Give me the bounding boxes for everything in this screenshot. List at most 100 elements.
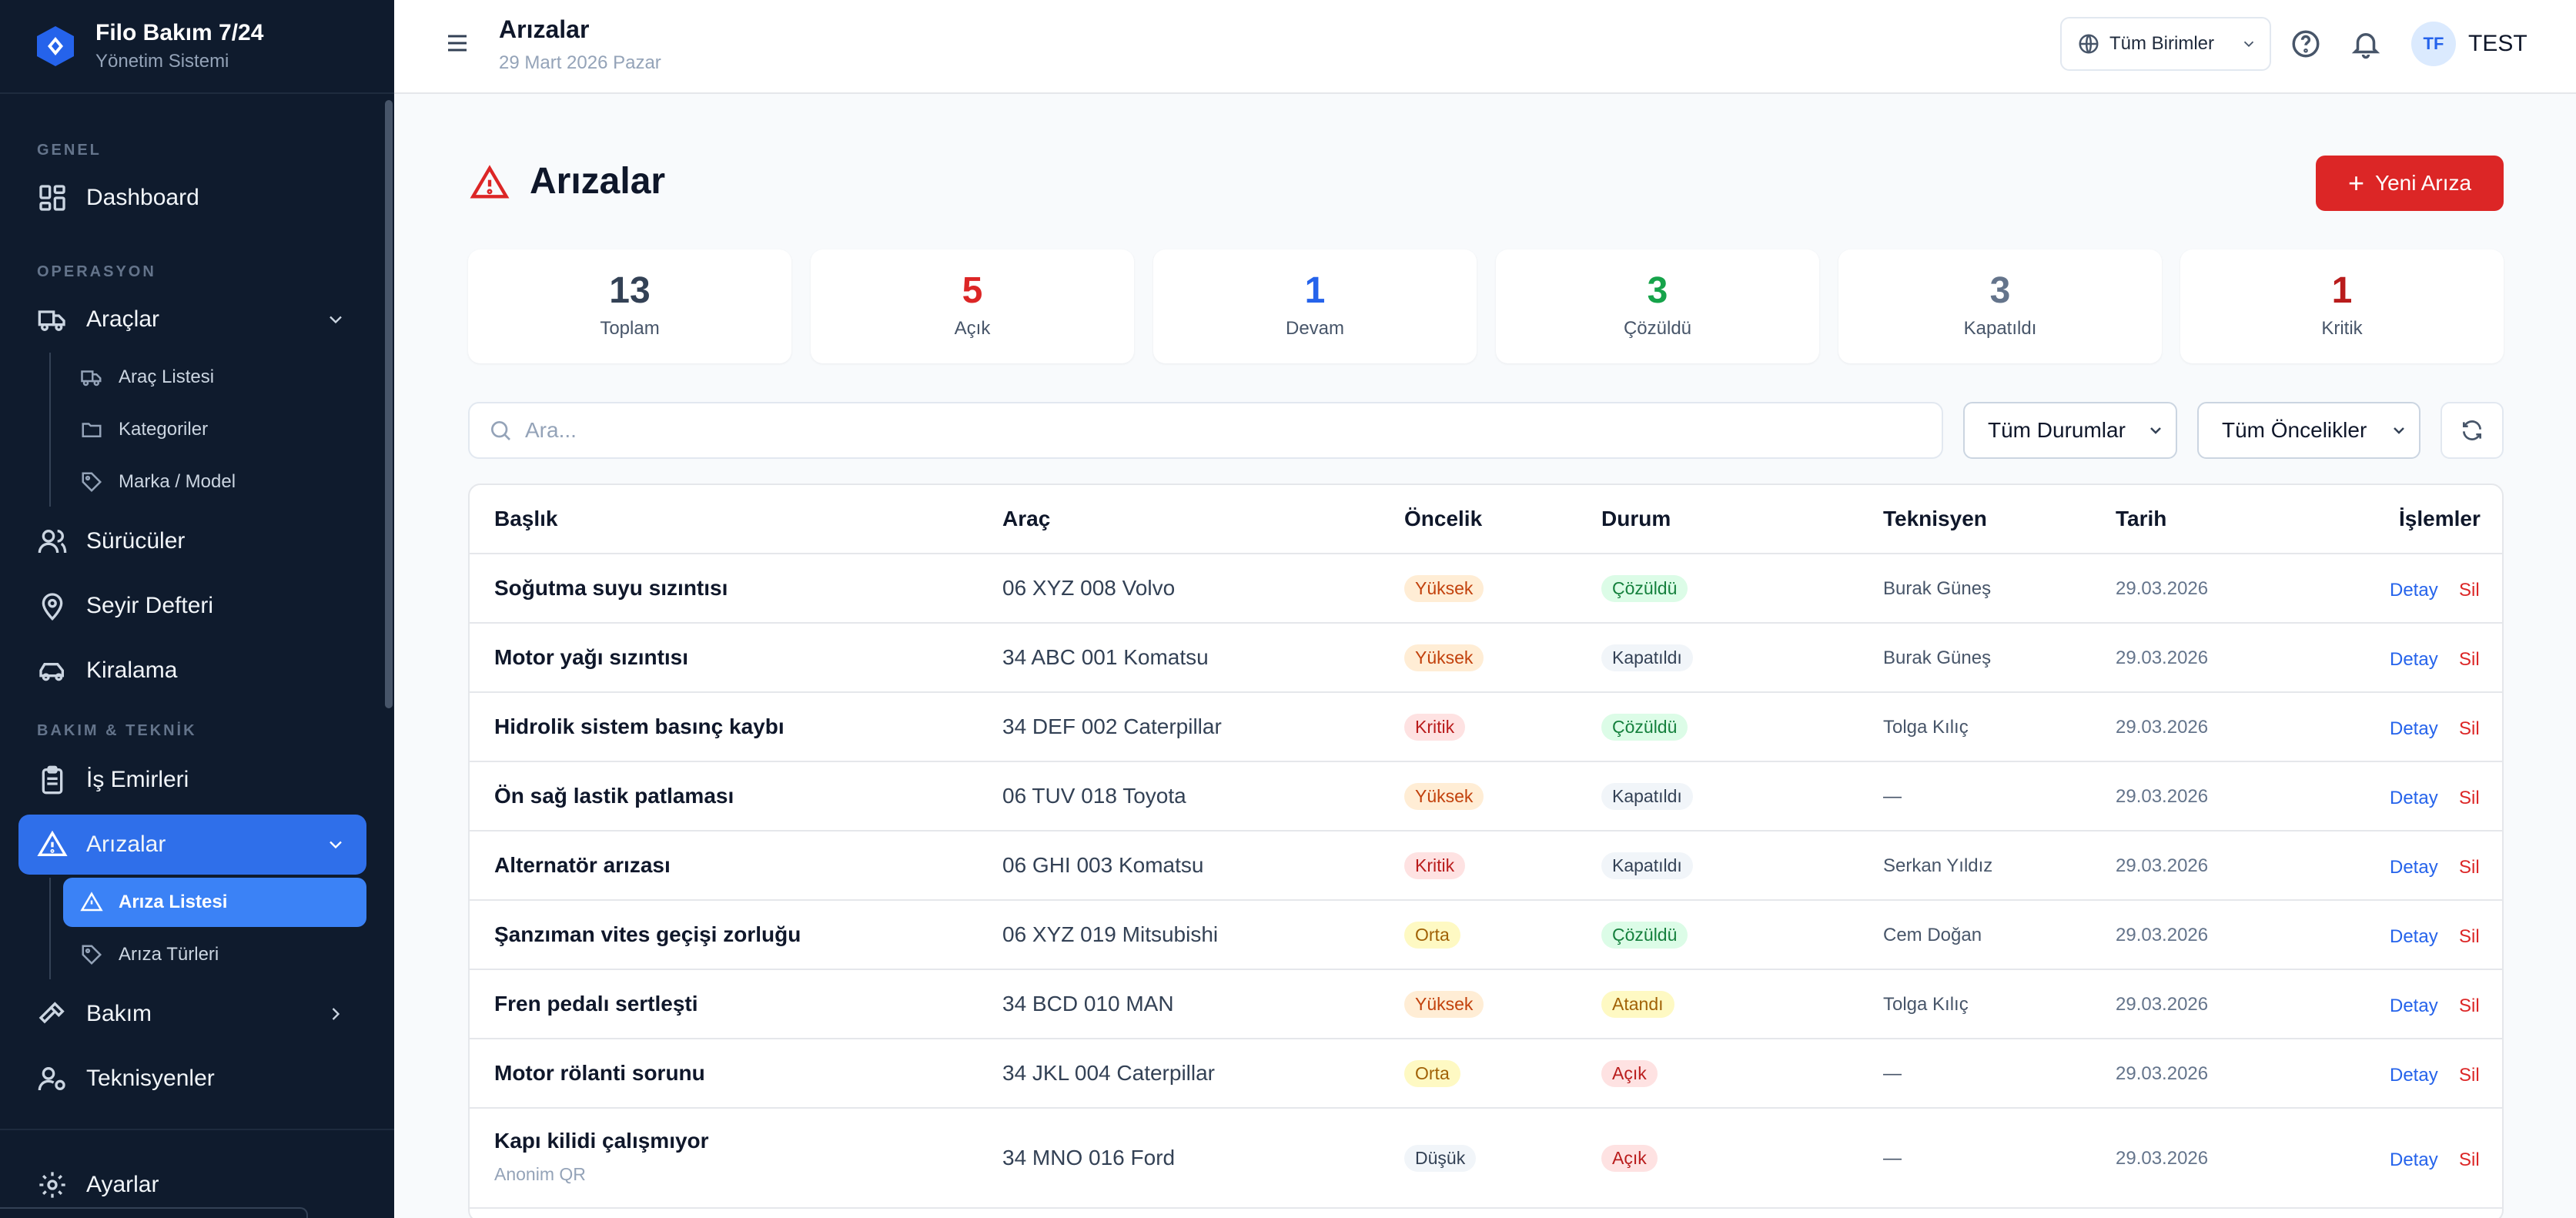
- folder-icon: [82, 423, 102, 437]
- sidebar-item-logbook[interactable]: Seyir Defteri: [18, 576, 366, 636]
- sidebar-item-dashboard[interactable]: Dashboard: [18, 168, 366, 228]
- detail-link[interactable]: Detay: [2390, 926, 2438, 947]
- sidebar-subitem-label: Araç Listesi: [119, 366, 215, 387]
- delete-link[interactable]: Sil: [2459, 1065, 2480, 1086]
- detail-link[interactable]: Detay: [2390, 788, 2438, 808]
- detail-link[interactable]: Detay: [2390, 1149, 2438, 1170]
- help-icon[interactable]: [2290, 28, 2322, 60]
- column-header-vehicle[interactable]: Araç: [1002, 507, 1051, 530]
- sidebar-subitem-categories[interactable]: Kategoriler: [63, 405, 366, 454]
- priority-cell: Yüksek: [1404, 991, 1484, 1018]
- user-name[interactable]: TEST: [2468, 31, 2527, 56]
- brand[interactable]: Filo Bakım 7/24 Yönetim Sistemi: [0, 0, 394, 94]
- new-fault-button[interactable]: + Yeni Arıza: [2316, 156, 2504, 211]
- table-row[interactable]: Hidrolik sistem basınç kaybı 34 DEF 002 C…: [470, 693, 2502, 762]
- unit-select-value: Tüm Birimler: [2109, 33, 2214, 54]
- status-cell: Kapatıldı: [1601, 783, 1693, 810]
- unit-select[interactable]: Tüm Birimler: [2060, 17, 2271, 71]
- status-filter-value: Tüm Durumlar: [1988, 418, 2126, 442]
- chevron-down-icon: [330, 841, 342, 849]
- refresh-button[interactable]: [2441, 402, 2504, 459]
- detail-link[interactable]: Detay: [2390, 995, 2438, 1016]
- sidebar-subitem-fault-list[interactable]: Arıza Listesi: [63, 878, 366, 927]
- column-header-title[interactable]: Başlık: [494, 507, 558, 530]
- map-pin-icon: [42, 593, 63, 621]
- vehicle-cell: 06 XYZ 019 Mitsubishi: [1002, 922, 1219, 946]
- chevron-down-icon: [2394, 427, 2404, 434]
- delete-link[interactable]: Sil: [2459, 580, 2480, 601]
- delete-link[interactable]: Sil: [2459, 857, 2480, 878]
- delete-link[interactable]: Sil: [2459, 788, 2480, 808]
- table-row[interactable]: Şanzıman vites geçişi zorluğu 06 XYZ 019 …: [470, 901, 2502, 970]
- status-badge: Kapatıldı: [1601, 783, 1693, 810]
- sidebar-item-maintenance[interactable]: Bakım: [18, 984, 366, 1044]
- avatar[interactable]: TF: [2411, 22, 2456, 66]
- page-title: Arızalar: [530, 161, 666, 202]
- menu-icon[interactable]: [443, 29, 471, 57]
- table-row[interactable]: Motor rölanti sorunu 34 JKL 004 Caterpill…: [470, 1039, 2502, 1109]
- user-cog-icon: [38, 1067, 65, 1091]
- stat-card: 13 Toplam: [468, 249, 791, 363]
- new-fault-button-label: Yeni Arıza: [2374, 171, 2472, 195]
- detail-link[interactable]: Detay: [2390, 718, 2438, 739]
- table-row[interactable]: Motor yağı sızıntısı 34 ABC 001 Komatsu Yü…: [470, 624, 2502, 693]
- date-cell: 29.03.2026: [2116, 647, 2209, 668]
- sidebar-bottom-scrollbar[interactable]: [0, 1207, 308, 1218]
- column-header-technician[interactable]: Teknisyen: [1883, 507, 1987, 530]
- delete-link[interactable]: Sil: [2459, 926, 2480, 947]
- sidebar-item-faults[interactable]: Arızalar: [18, 815, 366, 875]
- detail-link[interactable]: Detay: [2390, 1065, 2438, 1086]
- sidebar-item-work-orders[interactable]: İş Emirleri: [18, 750, 366, 810]
- priority-filter[interactable]: Tüm Öncelikler: [2197, 402, 2420, 459]
- status-filter[interactable]: Tüm Durumlar: [1963, 402, 2177, 459]
- column-header-status[interactable]: Durum: [1601, 507, 1671, 530]
- delete-link[interactable]: Sil: [2459, 649, 2480, 670]
- sidebar-item-drivers[interactable]: Sürücüler: [18, 511, 366, 571]
- table-row[interactable]: Kapı kilidi çalışmıyor Anonim QR 34 MNO 01…: [470, 1109, 2502, 1209]
- tag-icon: [82, 945, 102, 965]
- sidebar-item-vehicles[interactable]: Araçlar: [18, 289, 366, 350]
- bell-icon[interactable]: [2350, 28, 2382, 60]
- vehicle-cell: 34 JKL 004 Caterpillar: [1002, 1061, 1216, 1085]
- priority-badge: Yüksek: [1404, 783, 1484, 810]
- table-row[interactable]: Ön sağ lastik patlaması 06 TUV 018 Toyota…: [470, 762, 2502, 832]
- sidebar-subitem-brand-model[interactable]: Marka / Model: [63, 457, 366, 507]
- table-row[interactable]: Alternatör arızası 06 GHI 003 Komatsu Krit…: [470, 832, 2502, 901]
- sidebar-item-rental[interactable]: Kiralama: [18, 641, 366, 701]
- vehicle-cell: 34 BCD 010 MAN: [1002, 992, 1174, 1016]
- status-cell: Çözüldü: [1601, 922, 1688, 949]
- status-cell: Açık: [1601, 1145, 1658, 1172]
- status-cell: Çözüldü: [1601, 575, 1688, 602]
- warning-icon: [470, 165, 510, 199]
- search-box[interactable]: [468, 402, 1943, 459]
- status-badge: Çözüldü: [1601, 575, 1688, 602]
- search-input[interactable]: [525, 418, 1911, 443]
- detail-link[interactable]: Detay: [2390, 857, 2438, 878]
- detail-link[interactable]: Detay: [2390, 649, 2438, 670]
- users-icon: [38, 530, 67, 554]
- detail-link[interactable]: Detay: [2390, 580, 2438, 601]
- table-row[interactable]: Fren pedalı sertleşti 34 BCD 010 MAN Yükse…: [470, 970, 2502, 1039]
- column-header-priority[interactable]: Öncelik: [1404, 507, 1483, 530]
- warning-icon: [37, 830, 68, 856]
- sidebar-subitem-fault-types[interactable]: Arıza Türleri: [63, 930, 366, 979]
- fault-title: Motor yağı sızıntısı: [494, 645, 689, 669]
- vehicle-cell: 06 GHI 003 Komatsu: [1002, 853, 1204, 877]
- delete-link[interactable]: Sil: [2459, 995, 2480, 1016]
- priority-cell: Düşük: [1404, 1145, 1477, 1172]
- table-row[interactable]: Soğutma suyu sızıntısı 06 XYZ 008 Volvo Yü…: [470, 554, 2502, 624]
- delete-link[interactable]: Sil: [2459, 718, 2480, 739]
- priority-badge: Kritik: [1404, 852, 1466, 879]
- priority-filter-value: Tüm Öncelikler: [2222, 418, 2367, 442]
- delete-link[interactable]: Sil: [2459, 1149, 2480, 1170]
- sidebar-subitem-vehicle-list[interactable]: Araç Listesi: [63, 353, 366, 402]
- sidebar-item-technicians[interactable]: Teknisyenler: [18, 1049, 366, 1109]
- sidebar-item-settings[interactable]: Ayarlar: [18, 1155, 366, 1215]
- sidebar-item-label: Sürücüler: [86, 528, 186, 554]
- column-header-date[interactable]: Tarih: [2116, 507, 2167, 530]
- faults-table: Başlık Araç Öncelik Durum Teknisyen Tari…: [468, 484, 2504, 1218]
- vehicle-cell: 34 DEF 002 Caterpillar: [1002, 714, 1222, 738]
- priority-cell: Orta: [1404, 922, 1460, 949]
- sidebar-scrollbar[interactable]: [385, 100, 393, 708]
- submenu-line: [49, 353, 51, 507]
